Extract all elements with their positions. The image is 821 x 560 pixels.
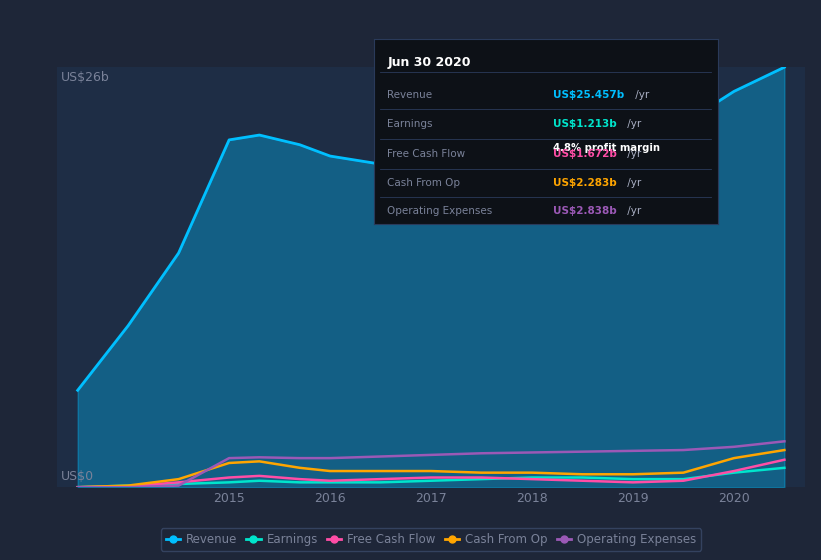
Text: Revenue: Revenue xyxy=(388,90,433,100)
Text: 4.8% profit margin: 4.8% profit margin xyxy=(553,143,660,153)
Text: /yr: /yr xyxy=(624,206,641,216)
Text: US$2.283b: US$2.283b xyxy=(553,178,617,188)
Text: US$26b: US$26b xyxy=(62,71,110,85)
Text: Operating Expenses: Operating Expenses xyxy=(388,206,493,216)
Text: Earnings: Earnings xyxy=(388,119,433,129)
Text: US$1.213b: US$1.213b xyxy=(553,119,617,129)
Text: US$1.672b: US$1.672b xyxy=(553,149,617,159)
Text: US$25.457b: US$25.457b xyxy=(553,90,624,100)
Text: Cash From Op: Cash From Op xyxy=(388,178,461,188)
Text: US$0: US$0 xyxy=(62,470,94,483)
Text: Free Cash Flow: Free Cash Flow xyxy=(388,149,466,159)
Text: US$2.838b: US$2.838b xyxy=(553,206,617,216)
Legend: Revenue, Earnings, Free Cash Flow, Cash From Op, Operating Expenses: Revenue, Earnings, Free Cash Flow, Cash … xyxy=(161,528,701,550)
Text: /yr: /yr xyxy=(624,178,641,188)
Text: Jun 30 2020: Jun 30 2020 xyxy=(388,56,471,69)
Text: /yr: /yr xyxy=(624,119,641,129)
Text: /yr: /yr xyxy=(624,149,641,159)
Text: /yr: /yr xyxy=(632,90,649,100)
